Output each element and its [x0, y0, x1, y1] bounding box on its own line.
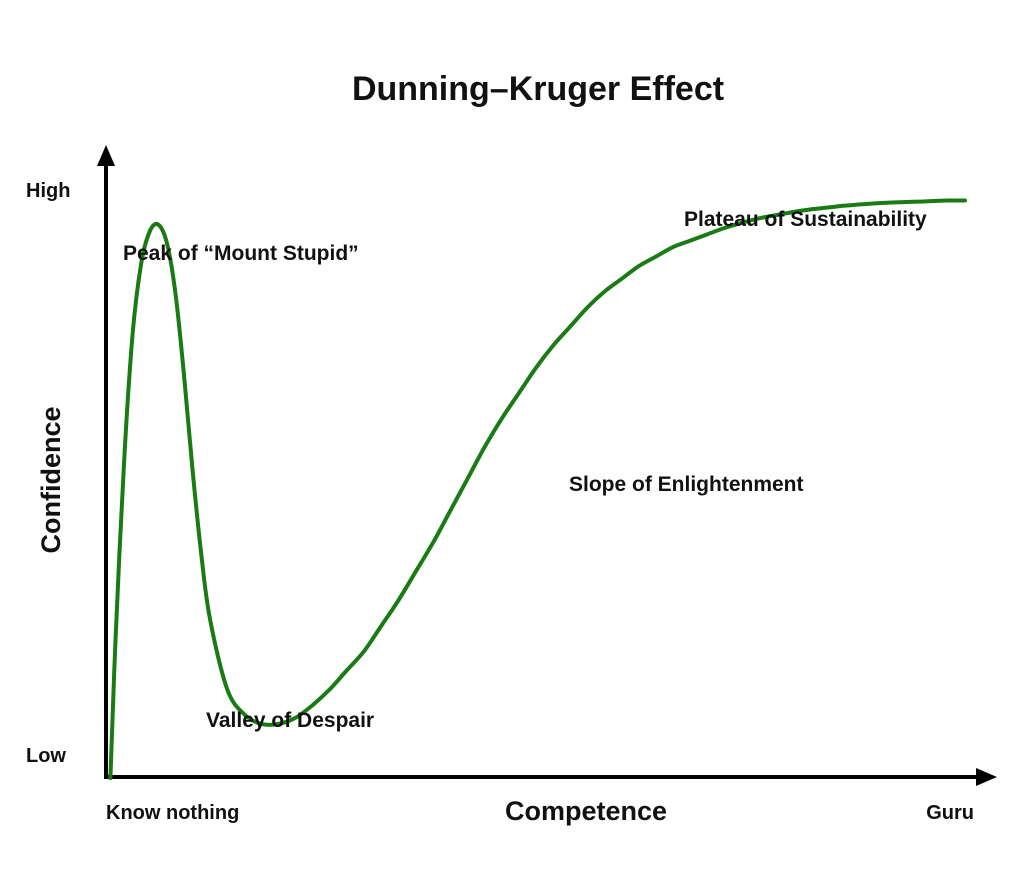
y-tick-high: High — [26, 180, 70, 202]
confidence-curve — [108, 198, 967, 780]
x-tick-know-nothing: Know nothing — [106, 802, 239, 824]
x-axis-title: Competence — [505, 796, 667, 826]
annotation-slope-of-enlightenment: Slope of Enlightenment — [569, 473, 804, 496]
x-axis-arrow — [976, 768, 997, 786]
annotation-peak-mount-stupid: Peak of “Mount Stupid” — [123, 242, 359, 265]
annotation-valley-of-despair: Valley of Despair — [206, 709, 374, 732]
y-axis-title: Confidence — [36, 406, 66, 553]
x-tick-guru: Guru — [926, 802, 974, 824]
annotation-plateau-of-sustainability: Plateau of Sustainability — [684, 208, 927, 231]
y-axis-arrow — [97, 145, 115, 166]
chart-title: Dunning–Kruger Effect — [352, 70, 724, 108]
y-tick-low: Low — [26, 745, 66, 767]
